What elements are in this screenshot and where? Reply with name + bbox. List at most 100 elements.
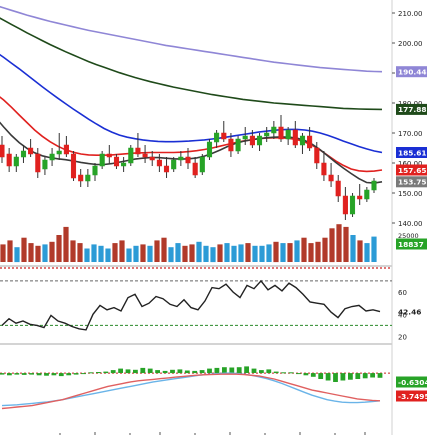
ma-value-badge-label: 157.65 bbox=[398, 166, 427, 175]
price-tick-label: 210.00 bbox=[398, 10, 423, 18]
candle-body bbox=[178, 156, 184, 161]
candle-body bbox=[106, 153, 112, 158]
macd-histogram-bar bbox=[125, 369, 131, 374]
volume-bar bbox=[280, 243, 286, 262]
candle-body bbox=[235, 138, 241, 152]
candle-body bbox=[185, 156, 191, 164]
ma-value-badge bbox=[396, 66, 427, 78]
macd-panel bbox=[0, 366, 392, 410]
candle-body bbox=[13, 156, 19, 167]
candle-body bbox=[28, 147, 34, 155]
macd-histogram-bar bbox=[296, 373, 301, 375]
candle-body bbox=[307, 135, 313, 149]
macd-histogram-bar bbox=[199, 370, 205, 374]
volume-bar bbox=[91, 244, 97, 262]
price-tick-label: 160.00 bbox=[398, 160, 423, 168]
macd-histogram-bar bbox=[214, 367, 220, 374]
candle-body bbox=[163, 165, 170, 173]
candle-body bbox=[221, 132, 227, 140]
candle-body bbox=[35, 153, 41, 173]
macd-histogram-bar bbox=[147, 368, 153, 373]
macd-histogram-bar bbox=[266, 369, 272, 374]
candle-body bbox=[156, 159, 162, 167]
volume-bar bbox=[49, 241, 55, 263]
volume-panel bbox=[0, 224, 377, 263]
candle-body bbox=[20, 150, 27, 158]
macd-histogram-bar bbox=[58, 373, 64, 377]
macd-histogram-bar bbox=[251, 368, 257, 373]
macd-histogram-bar bbox=[36, 373, 42, 376]
volume-bar bbox=[266, 244, 272, 262]
candle-body bbox=[342, 195, 348, 215]
volume-bar bbox=[0, 244, 6, 262]
volume-bar bbox=[119, 240, 125, 262]
macd-histogram-bar bbox=[0, 373, 5, 375]
rsi-tick-label: 60 bbox=[398, 289, 407, 297]
ma-value-badge bbox=[396, 147, 427, 158]
volume-bar bbox=[273, 241, 279, 263]
volume-bar bbox=[196, 241, 202, 263]
volume-bar bbox=[161, 237, 167, 262]
moving-average-line bbox=[0, 17, 383, 111]
macd-histogram-bar bbox=[325, 373, 331, 381]
candle-body bbox=[357, 195, 363, 200]
macd-histogram-bar bbox=[29, 373, 34, 375]
moving-average-line bbox=[0, 5, 383, 73]
candle-body bbox=[242, 135, 248, 140]
price-panel bbox=[0, 5, 383, 220]
volume-bar bbox=[308, 243, 314, 262]
volume-bar bbox=[77, 243, 83, 262]
macd-line-last-badge bbox=[396, 390, 427, 402]
macd-histogram-bar bbox=[110, 370, 116, 374]
candle-body bbox=[0, 144, 5, 158]
macd-histogram-bar bbox=[162, 370, 168, 374]
candle-body bbox=[264, 132, 270, 137]
rsi-tick-label: 40 bbox=[398, 311, 407, 319]
macd-histogram-bar bbox=[133, 369, 138, 374]
candle-body bbox=[271, 126, 277, 134]
price-tick-label: 200.00 bbox=[398, 40, 423, 48]
candle-body bbox=[214, 132, 220, 143]
volume-bar bbox=[42, 244, 48, 262]
volume-bar bbox=[175, 243, 181, 262]
volume-last-badge bbox=[396, 238, 427, 250]
volume-bar bbox=[7, 240, 13, 262]
candle-body bbox=[228, 138, 234, 152]
candle-body bbox=[149, 156, 155, 161]
macd-histogram-bar bbox=[244, 366, 249, 373]
candle-body bbox=[121, 162, 127, 167]
volume-bar bbox=[63, 226, 69, 262]
moving-average-line bbox=[0, 53, 383, 154]
volume-bar bbox=[231, 245, 237, 262]
macd-histogram-bar bbox=[355, 373, 361, 379]
volume-bar bbox=[35, 245, 41, 262]
macd-histogram-bar bbox=[140, 367, 146, 374]
candle-body bbox=[42, 159, 48, 170]
volume-bar bbox=[217, 244, 223, 262]
volume-bar bbox=[28, 243, 34, 262]
macd-histogram-last-badge bbox=[396, 376, 427, 388]
macd-histogram-last-badge-label: -0.6304 bbox=[398, 378, 429, 387]
volume-bar bbox=[294, 240, 300, 262]
candle-body bbox=[349, 195, 356, 215]
macd-histogram-bar bbox=[51, 373, 57, 376]
volume-bar bbox=[336, 224, 342, 262]
macd-histogram-bar bbox=[21, 373, 27, 375]
volume-bar bbox=[364, 243, 370, 262]
macd-histogram-bar bbox=[259, 370, 264, 374]
candle-body bbox=[299, 135, 306, 146]
macd-histogram-bar bbox=[222, 367, 227, 374]
volume-tick-label: 25000 bbox=[398, 232, 419, 240]
ma-value-badge-label: 177.88 bbox=[398, 105, 427, 114]
macd-histogram-bar bbox=[14, 373, 20, 375]
candle-body bbox=[171, 159, 177, 170]
volume-bar bbox=[105, 248, 111, 262]
volume-bar bbox=[140, 244, 146, 262]
macd-histogram-bar bbox=[192, 370, 198, 374]
candle-body bbox=[278, 126, 284, 140]
volume-bar bbox=[84, 248, 90, 262]
candle-body bbox=[49, 153, 55, 161]
